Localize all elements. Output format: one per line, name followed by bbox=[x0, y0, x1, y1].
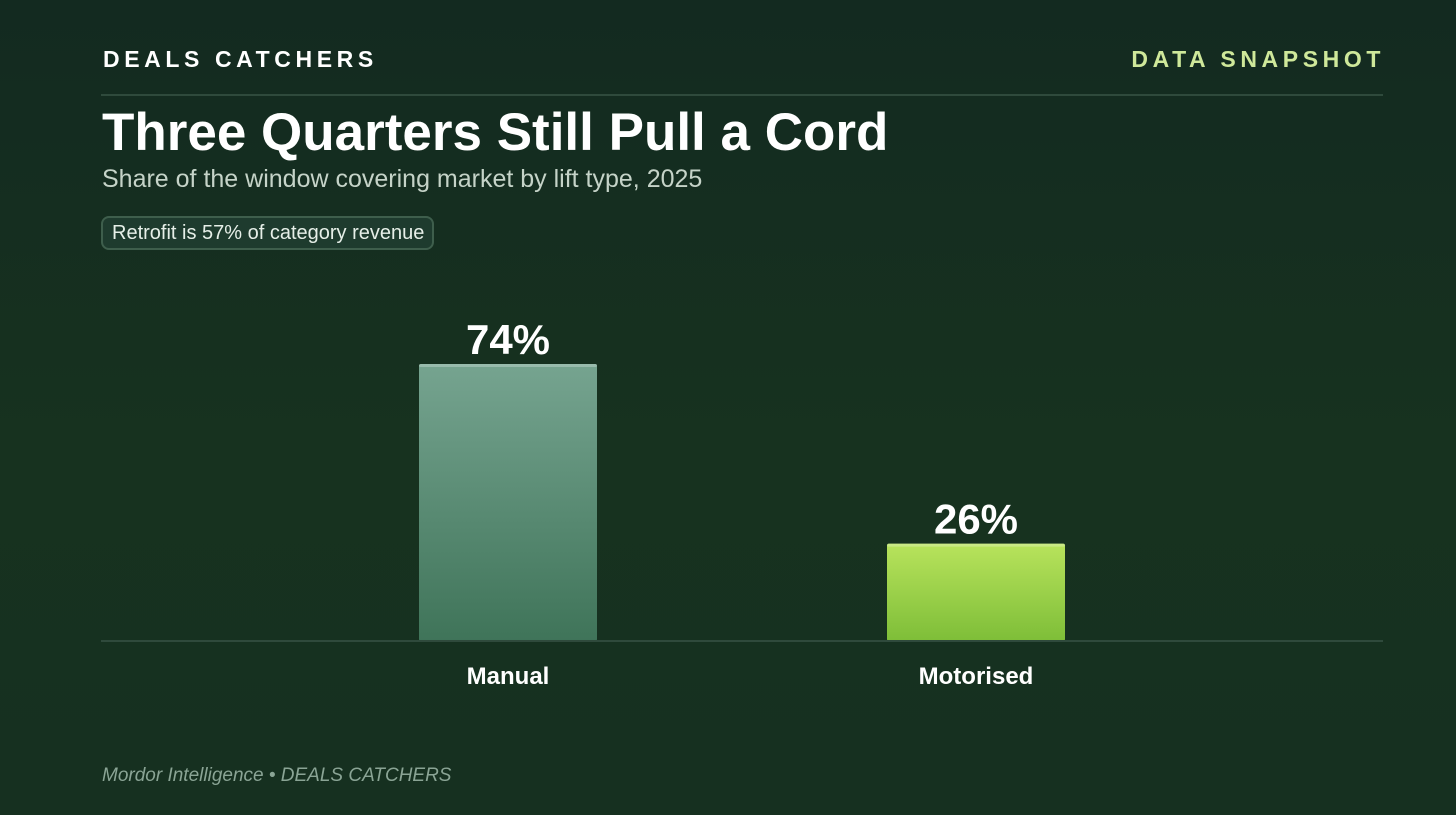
value-label-manual: 74% bbox=[466, 316, 550, 363]
header-divider bbox=[101, 94, 1383, 96]
bar-manual bbox=[419, 364, 597, 641]
chart-subtitle: Share of the window covering market by l… bbox=[102, 165, 703, 193]
data-snapshot-tag: DATA SNAPSHOT bbox=[1131, 46, 1385, 72]
brand-name: DEALS CATCHERS bbox=[103, 46, 378, 72]
chart-title: Three Quarters Still Pull a Cord bbox=[102, 103, 889, 162]
bar-highlight-manual bbox=[419, 364, 597, 367]
bar-motorised bbox=[887, 543, 1065, 641]
category-label-manual: Manual bbox=[467, 663, 550, 690]
bar-highlight-motorised bbox=[887, 543, 1065, 547]
retrofit-badge: Retrofit is 57% of category revenue bbox=[101, 216, 435, 250]
category-label-motorised: Motorised bbox=[919, 663, 1034, 690]
source-note: Mordor Intelligence • DEALS CATCHERS bbox=[102, 765, 452, 786]
value-label-motorised: 26% bbox=[934, 496, 1018, 543]
